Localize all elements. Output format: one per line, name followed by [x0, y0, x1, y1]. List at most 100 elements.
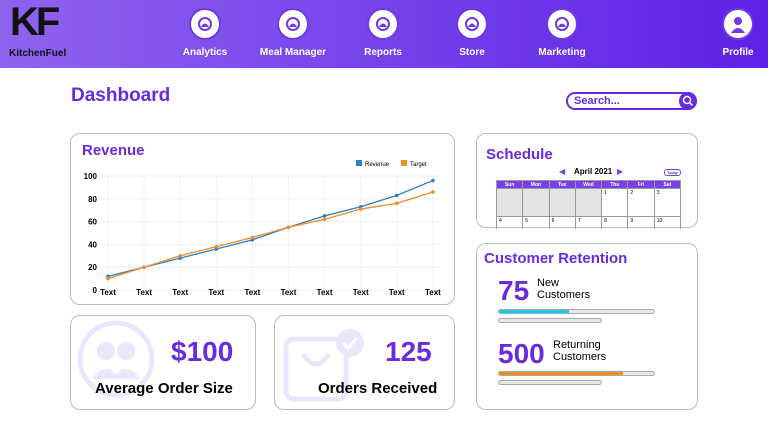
data-point [106, 276, 110, 281]
x-tick-label: Text [425, 288, 441, 297]
legend-swatch [356, 160, 362, 166]
data-point [431, 190, 435, 194]
x-tick-label: Text [281, 288, 297, 297]
chart: 0 20 40 60 80 100 Text Text Text Text Text Text Text… [84, 160, 441, 297]
x-tick-label: Text [100, 288, 116, 297]
x-tick-label: Text [389, 288, 405, 297]
retention-card: Customer Retention 75 New Customers 500 … [476, 243, 698, 410]
icon [286, 17, 300, 31]
data-point [395, 193, 399, 198]
weekday: Wed [575, 181, 603, 189]
data-point [286, 225, 291, 230]
stat-label: Average Order Size [95, 380, 233, 397]
weekday: Mon [523, 181, 550, 189]
retention-label: Returning Customers [553, 339, 607, 363]
nav-icon [277, 8, 309, 40]
weekday: Sat [654, 181, 681, 189]
data-point [322, 217, 327, 222]
nav-bar: KF KitchenFuel Analytics Meal Manager Repo… [0, 0, 768, 68]
icon [198, 17, 212, 31]
icon [376, 17, 390, 31]
progress-bar [498, 371, 655, 376]
profile-link[interactable]: Profile [688, 8, 768, 58]
logo-text[interactable]: KitchenFuel [9, 48, 67, 59]
retention-label: New Customers [537, 277, 591, 301]
y-tick-label: 0 [93, 286, 98, 295]
day-cell: 2 [628, 189, 655, 217]
today-button[interactable]: Today [664, 169, 681, 176]
nav-item[interactable]: Marketing [512, 8, 612, 58]
y-tick-label: 60 [88, 218, 97, 227]
card-title: Schedule [486, 146, 553, 163]
next-month[interactable]: ▶ [617, 167, 624, 176]
empty-day [497, 189, 524, 217]
weekday: Tue [549, 181, 576, 189]
y-tick-label: 40 [88, 240, 97, 249]
retention-value: 500 [498, 338, 545, 369]
progress-track [498, 318, 602, 323]
weekday: Sun [497, 181, 524, 189]
nav-item[interactable]: Meal Manager [243, 8, 343, 58]
page-title: Dashboard [71, 85, 171, 106]
weekday: Fri [628, 181, 655, 189]
stat-card: 125 Orders Received [274, 315, 455, 410]
icon [682, 95, 694, 107]
nav-item[interactable]: Store [422, 8, 522, 58]
retention-value: 75 [498, 275, 530, 306]
empty-day [523, 189, 550, 217]
profile-icon [722, 8, 754, 40]
nav-icon [546, 8, 578, 40]
x-tick-label: Text [244, 288, 260, 297]
progress-fill [499, 372, 623, 375]
prev-month[interactable]: ◀ [559, 167, 566, 176]
card-title: Revenue [82, 142, 145, 159]
day-cell: 4 [497, 217, 524, 229]
icon [555, 17, 569, 31]
x-tick-label: Text [317, 288, 333, 297]
search-box[interactable]: Search... [566, 92, 697, 110]
x-tick-label: Text [208, 288, 224, 297]
schedule-card: Schedule ◀ April 2021 ▶ Today Sun Mon Tue W… [476, 133, 698, 229]
nav-label: Marketing [538, 47, 586, 58]
data-point [178, 254, 182, 258]
search-button[interactable] [679, 92, 697, 110]
day-cell: 1 [602, 189, 629, 217]
nav-icon [456, 8, 488, 40]
x-tick-label: Text [353, 288, 369, 297]
progress-track [498, 380, 602, 385]
x-tick-label: Text [136, 288, 152, 297]
icon [465, 17, 479, 31]
stat-value: $100 [171, 336, 234, 367]
series-line [107, 179, 434, 277]
revenue-card: Revenue 0 20 40 60 80 100 Text Text Text Text Text… [70, 133, 455, 305]
nav-label: Profile [722, 47, 754, 58]
y-tick-label: 20 [88, 263, 97, 272]
empty-day [549, 189, 576, 217]
nav-label: Store [459, 47, 485, 58]
nav-label: Analytics [182, 47, 228, 58]
logo-mark[interactable]: KF [10, 0, 60, 44]
day-cell: 8 [602, 217, 629, 229]
day-cell: 3 [654, 189, 681, 217]
progress-fill [499, 310, 569, 313]
data-point [322, 214, 327, 218]
data-point [250, 235, 255, 240]
icon [731, 17, 745, 33]
empty-day [575, 189, 603, 217]
progress-bar [498, 309, 655, 314]
day-cell: 9 [628, 217, 655, 229]
card-title: Customer Retention [484, 250, 628, 267]
nav-icon [367, 8, 399, 40]
nav-item[interactable]: Reports [333, 8, 433, 58]
day-cell: 6 [550, 217, 576, 229]
stat-card: $100 Average Order Size [70, 315, 256, 410]
nav-item[interactable]: Analytics [155, 8, 255, 58]
data-point [395, 201, 399, 206]
legend-label: Target [410, 162, 427, 168]
x-tick-label: Text [172, 288, 188, 297]
data-point [358, 207, 363, 211]
search-placeholder: Search... [574, 95, 620, 107]
calendar-grid: Sun Mon Tue Wed Thu Fri Sat 1 2 3 4 5 6 7 8 9 10 [496, 180, 681, 229]
stat-icon [77, 320, 155, 398]
